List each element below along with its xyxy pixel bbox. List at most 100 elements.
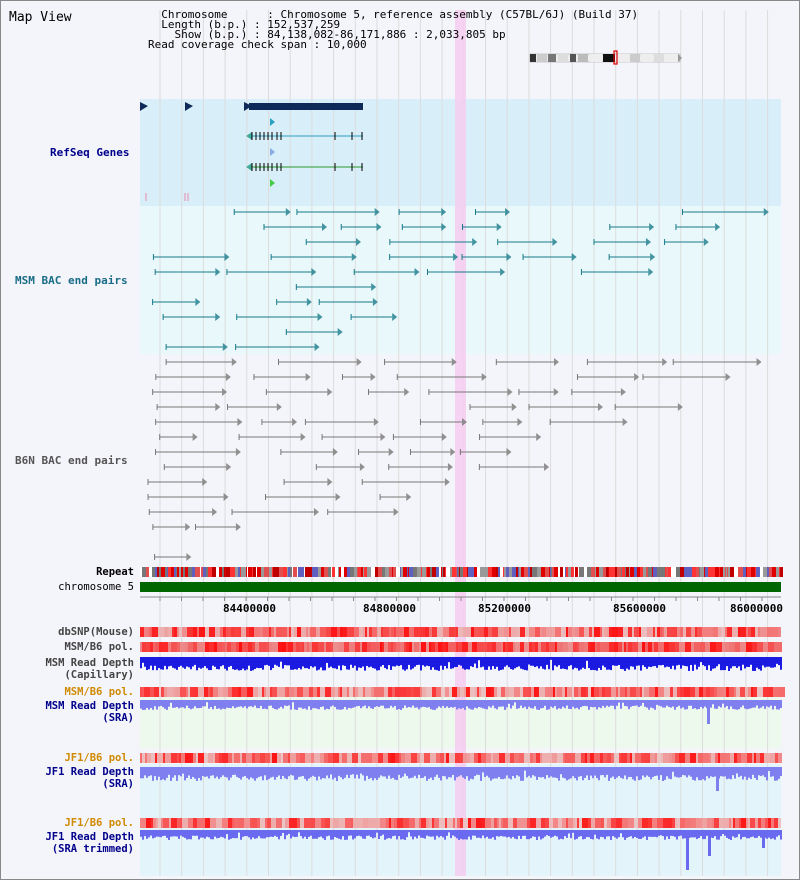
- msm-depth-capillary-bar: [618, 657, 620, 665]
- msm-depth-sra-bar: [182, 700, 184, 708]
- msm-depth-capillary-bar: [676, 657, 678, 666]
- msm-bac-pair-end: [215, 313, 221, 321]
- msm-depth-sra-bar: [418, 700, 420, 710]
- msm-b6-pol-heat: [414, 642, 419, 652]
- msm-depth-sra-bar: [702, 700, 704, 709]
- jf1-depth-trimmed-bar: [698, 830, 700, 838]
- jf1-depth-sra-bar: [294, 767, 296, 780]
- repeat-segment: [436, 567, 439, 577]
- msm-depth-sra-bar: [140, 700, 142, 709]
- jf1-depth-trimmed-bar: [362, 830, 364, 839]
- jf1-depth-trimmed-bar: [358, 830, 360, 836]
- jf1-depth-sra-bar: [482, 767, 484, 773]
- msm-b6-pol-heat: [188, 642, 193, 652]
- jf1-b6-pol-trimmed-heat: [750, 818, 755, 828]
- dbsnp-heat: [474, 627, 479, 637]
- msm-depth-capillary-bar: [554, 657, 556, 666]
- jf1-depth-sra-bar: [296, 767, 298, 780]
- msm-b6-pol-heat: [140, 642, 142, 652]
- dbsnp-heat: [691, 627, 695, 637]
- msm-b6-pol-heat: [225, 642, 227, 652]
- msm-depth-sra-bar: [406, 700, 408, 708]
- repeat-segment: [626, 567, 629, 577]
- jf1-b6-pol-trimmed-heat: [677, 818, 680, 828]
- jf1-depth-trimmed-bar: [242, 830, 244, 837]
- msm-b6-pol-heat: [360, 642, 362, 652]
- jf1-depth-sra-bar: [520, 767, 522, 781]
- repeat-segment: [196, 567, 200, 577]
- refseq-genes-label[interactable]: RefSeq Genes: [50, 146, 130, 159]
- msm-b6-pol-sra-heat: [599, 687, 602, 697]
- repeat-segment: [157, 567, 159, 577]
- msm-depth-capillary-bar: [300, 657, 302, 670]
- msm-depth-capillary-bar: [506, 657, 508, 666]
- msm-depth-sra-bar: [352, 700, 354, 708]
- jf1-b6-pol-heat: [499, 753, 505, 763]
- msm-depth-capillary-bar: [616, 657, 618, 666]
- repeat-segment: [324, 567, 328, 577]
- jf1-depth-trimmed-bar: [234, 830, 236, 839]
- repeat-segment: [779, 567, 780, 577]
- dbsnp-heat: [760, 627, 764, 637]
- repeat-segment: [751, 567, 755, 577]
- jf1-b6-pol-trimmed-heat: [447, 818, 453, 828]
- msm-depth-capillary-bar: [624, 657, 626, 671]
- jf1-depth-sra-bar: [424, 767, 426, 777]
- jf1-depth-sra-bar: [398, 767, 400, 775]
- jf1-depth-sra-bar: [280, 767, 282, 780]
- msm-b6-pol-sra-heat: [294, 687, 297, 697]
- jf1-depth-trimmed-bar: [448, 830, 450, 833]
- repeat-segment: [554, 567, 558, 577]
- msm-depth-capillary-bar: [428, 657, 430, 667]
- msm-depth-sra-bar: [484, 700, 486, 709]
- msm-depth-sra-bar: [252, 700, 254, 708]
- jf1-depth-sra-bar: [700, 767, 702, 781]
- jf1-b6-pol-trimmed-heat: [463, 818, 468, 828]
- msm-depth-capillary-bar: [266, 657, 268, 665]
- jf1-b6-pol-trimmed-heat: [421, 818, 426, 828]
- jf1-b6-pol-trimmed-heat: [503, 818, 508, 828]
- jf1-depth-sra-bar: [706, 767, 708, 777]
- msm-b6-pol-heat: [388, 642, 391, 652]
- msm-b6-pol-sra-heat: [703, 687, 706, 697]
- msm-b6-pol-sra-heat: [505, 687, 509, 697]
- msm-b6-pol-sra-heat: [164, 687, 167, 697]
- jf1-depth-sra-bar: [454, 767, 456, 781]
- msm-bac-label[interactable]: MSM BAC end pairs: [15, 274, 128, 287]
- msm-depth-sra-bar: [326, 700, 328, 709]
- msm-depth-capillary-bar: [548, 657, 550, 670]
- msm-depth-sra-bar: [638, 700, 640, 708]
- jf1-b6-pol-heat: [663, 753, 669, 763]
- jf1-depth-sra-bar: [162, 767, 164, 780]
- repeat-segment: [460, 567, 463, 577]
- dbsnp-heat: [492, 627, 498, 637]
- jf1-b6-pol-heat: [594, 753, 600, 763]
- msm-depth-capillary-bar: [174, 657, 176, 669]
- msm-b6-pol-heat: [618, 642, 622, 652]
- jf1-b6-pol-heat: [669, 753, 672, 763]
- msm-depth-capillary-bar: [232, 657, 234, 670]
- jf1-b6-pol-trimmed-heat: [244, 818, 250, 828]
- repeat-segment: [459, 567, 460, 577]
- page-title: Map View: [9, 10, 72, 25]
- repeat-segment: [621, 567, 622, 577]
- msm-b6-pol-heat: [146, 642, 150, 652]
- msm-depth-sra-bar: [268, 700, 270, 706]
- msm-depth-sra-bar: [570, 700, 572, 710]
- msm-depth-sra-bar: [144, 700, 146, 710]
- jf1-depth-sra-bar: [762, 767, 764, 776]
- jf1-depth-sra-bar: [214, 767, 216, 779]
- b6n-bac-pair-end: [634, 373, 640, 381]
- msm-depth-sra-bar: [344, 700, 346, 707]
- jf1-depth-sra-bar: [504, 767, 506, 779]
- repeat-segment: [188, 567, 192, 577]
- jf1-depth-trimmed-bar: [414, 830, 416, 837]
- jf1-depth-sra-bar: [494, 767, 496, 779]
- b6n-bac-label[interactable]: B6N BAC end pairs: [15, 454, 128, 467]
- msm-depth-sra-bar: [486, 700, 488, 710]
- repeat-segment: [675, 567, 676, 577]
- jf1-depth-trimmed-bar: [756, 830, 758, 838]
- jf1-b6-pol-trimmed-heat: [714, 818, 719, 828]
- jf1-depth-trimmed-bar: [678, 830, 680, 837]
